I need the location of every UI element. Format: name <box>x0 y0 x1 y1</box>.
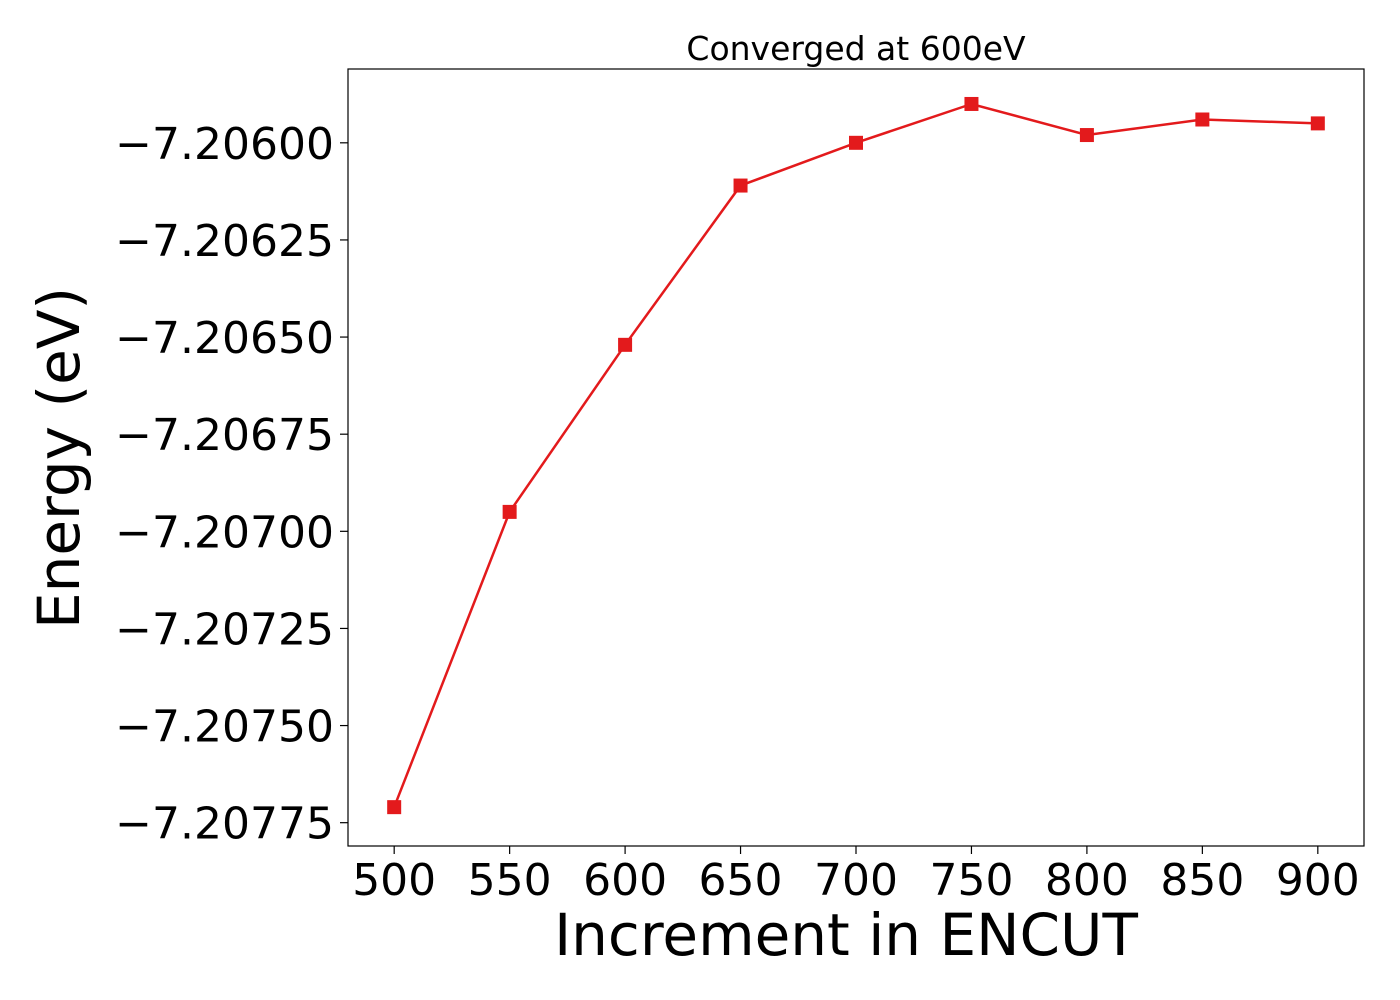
x-tick-label: 600 <box>583 855 667 906</box>
x-tick-label: 800 <box>1045 855 1129 906</box>
data-point-marker <box>1195 112 1210 127</box>
y-tick-label: −7.20675 <box>115 410 334 461</box>
data-point-marker <box>733 178 748 193</box>
x-tick-label: 550 <box>468 855 552 906</box>
x-tick-label: 850 <box>1160 855 1244 906</box>
y-tick-label: −7.20750 <box>115 702 334 753</box>
y-tick-label: −7.20725 <box>115 604 334 655</box>
x-tick-label: 750 <box>929 855 1013 906</box>
x-tick-label: 700 <box>814 855 898 906</box>
y-tick-label: −7.20600 <box>115 119 334 170</box>
series-layer <box>387 96 1325 815</box>
data-point-marker <box>502 504 517 519</box>
x-axis-ticks: 500 550 600 650 700 750 800 850 900 <box>352 846 1360 906</box>
x-axis-label: Increment in ENCUT <box>554 901 1138 969</box>
y-axis-label: Energy (eV) <box>25 287 93 629</box>
y-tick-label: −7.20775 <box>115 799 334 850</box>
data-point-marker <box>1079 128 1094 143</box>
y-tick-label: −7.20625 <box>115 216 334 267</box>
data-point-marker <box>387 800 402 815</box>
y-tick-label: −7.20650 <box>115 313 334 364</box>
plot-area <box>347 68 1365 847</box>
data-point-marker <box>964 96 979 111</box>
data-point-marker <box>1310 116 1325 131</box>
x-tick-label: 500 <box>352 855 436 906</box>
y-tick-label: −7.20700 <box>115 507 334 558</box>
x-tick-label: 650 <box>699 855 783 906</box>
data-point-marker <box>849 135 863 150</box>
chart-title: Converged at 600eV <box>686 29 1026 68</box>
data-point-marker <box>618 337 633 352</box>
y-axis-ticks: −7.20600 −7.20625 −7.20650 −7.20675 −7.20700… <box>115 119 348 850</box>
x-tick-label: 900 <box>1276 855 1360 906</box>
